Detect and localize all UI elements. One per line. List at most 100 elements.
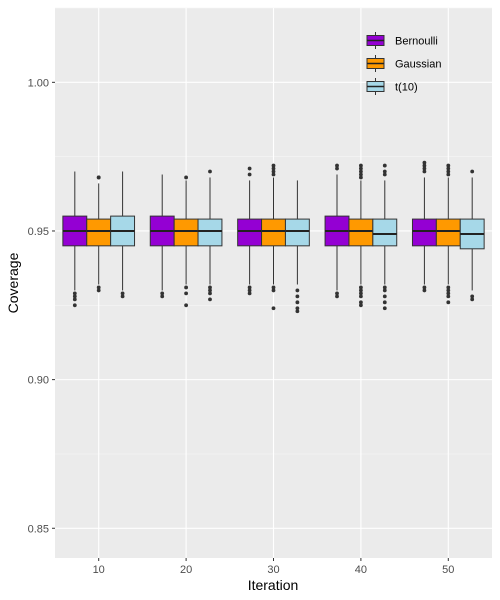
legend-item-Bernoulli: Bernoulli	[366, 32, 438, 49]
outlier-point	[382, 163, 387, 168]
outlier-point	[446, 163, 451, 168]
outlier-point	[208, 169, 212, 174]
box-body	[173, 218, 199, 247]
box-Bernoulli-40	[324, 163, 350, 299]
outlier-point	[359, 172, 363, 177]
outlier-point	[335, 166, 339, 171]
outlier-point	[422, 163, 427, 168]
outlier-point	[247, 172, 252, 177]
outlier-point	[335, 163, 339, 168]
outlier-point	[208, 297, 212, 302]
outlier-point	[247, 285, 252, 290]
outlier-point	[184, 291, 189, 296]
box-Bernoulli-10	[62, 171, 88, 308]
outlier-point	[359, 175, 363, 180]
x-tick-label: 40	[355, 564, 367, 576]
outlier-point	[295, 309, 300, 314]
outlier-point	[184, 303, 189, 308]
box-Bernoulli-30	[237, 166, 263, 296]
outlier-point	[295, 306, 300, 311]
outlier-point	[247, 291, 252, 296]
outlier-point	[359, 169, 363, 174]
outlier-point	[422, 169, 427, 174]
outlier-point	[446, 300, 451, 305]
outlier-point	[359, 303, 363, 308]
outlier-point	[359, 288, 363, 293]
box-body	[284, 218, 310, 247]
box-t(10)-10	[110, 171, 136, 299]
box-body	[372, 218, 398, 247]
outlier-point	[208, 291, 212, 296]
outlier-point	[160, 291, 165, 296]
box-body	[237, 218, 263, 247]
outlier-point	[120, 294, 125, 299]
outlier-point	[382, 288, 387, 293]
box-body	[197, 218, 223, 247]
box-body	[348, 218, 374, 247]
outlier-point	[271, 288, 276, 293]
outlier-point	[422, 285, 427, 290]
outlier-point	[72, 297, 77, 302]
outlier-point	[335, 291, 339, 296]
boxes	[62, 160, 485, 314]
box-Bernoulli-20	[149, 174, 175, 299]
x-axis-title: Iteration	[248, 577, 299, 593]
box-Gaussian-40	[348, 163, 374, 308]
outlier-point	[359, 300, 363, 305]
outlier-point	[160, 294, 165, 299]
box-t(10)-50	[459, 169, 485, 302]
legend-item-t(10): t(10)	[366, 78, 418, 95]
outlier-point	[120, 291, 125, 296]
outlier-point	[96, 175, 101, 180]
outlier-point	[72, 291, 77, 296]
outlier-point	[470, 169, 475, 174]
box-Gaussian-20	[173, 175, 199, 308]
outlier-point	[72, 294, 77, 299]
outlier-point	[446, 288, 451, 293]
legend-item-Gaussian: Gaussian	[366, 55, 441, 72]
box-Bernoulli-50	[411, 160, 437, 293]
axes: 0.85 0.90 0.95 1.00 10 20 30 40 50	[28, 77, 455, 576]
outlier-point	[208, 285, 212, 290]
outlier-point	[184, 285, 189, 290]
x-tick-label: 10	[93, 564, 105, 576]
box-Gaussian-30	[261, 163, 286, 311]
outlier-point	[247, 288, 252, 293]
outlier-point	[271, 285, 276, 290]
outlier-point	[96, 288, 101, 293]
y-tick-label: 1.00	[28, 77, 49, 89]
outlier-point	[271, 172, 276, 177]
legend: Bernoulli Gaussian t(10)	[366, 32, 441, 95]
legend-label: Bernoulli	[395, 36, 438, 48]
outlier-point	[382, 172, 387, 177]
box-t(10)-40	[372, 163, 398, 311]
outlier-point	[359, 166, 363, 171]
outlier-point	[446, 166, 451, 171]
outlier-point	[446, 291, 451, 296]
box-body	[411, 218, 437, 247]
outlier-point	[382, 294, 387, 299]
x-tick-label: 50	[442, 564, 454, 576]
legend-label: Gaussian	[395, 59, 441, 71]
outlier-point	[271, 163, 276, 168]
outlier-point	[382, 306, 387, 311]
outlier-point	[96, 285, 101, 290]
legend-label: t(10)	[395, 82, 418, 94]
outlier-point	[359, 291, 363, 296]
outlier-point	[359, 163, 363, 168]
outlier-point	[382, 285, 387, 290]
outlier-point	[271, 306, 276, 311]
y-tick-label: 0.85	[28, 523, 49, 535]
outlier-point	[295, 294, 300, 299]
outlier-point	[422, 166, 427, 171]
outlier-point	[295, 300, 300, 305]
outlier-point	[271, 166, 276, 171]
y-axis-title: Coverage	[5, 252, 21, 313]
x-tick-label: 20	[180, 564, 192, 576]
outlier-point	[446, 294, 451, 299]
box-body	[86, 218, 112, 247]
outlier-point	[446, 172, 451, 177]
box-t(10)-30	[284, 180, 310, 314]
outlier-point	[422, 160, 427, 165]
